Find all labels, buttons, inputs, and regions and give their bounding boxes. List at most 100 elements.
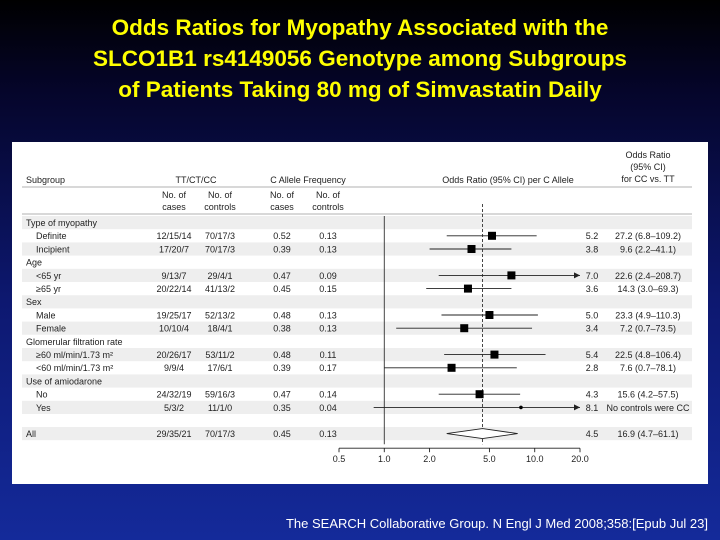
c-allele-freq-cases: 0.45 — [273, 429, 291, 439]
header-subgroup: Subgroup — [26, 175, 65, 185]
header-sub-controls-3-line2: controls — [312, 202, 344, 212]
or-per-c-allele-value: 8.1 — [586, 403, 599, 413]
ttctcc-controls: 18/4/1 — [207, 324, 232, 334]
or-cc-vs-tt-value: 23.3 (4.9–110.3) — [615, 310, 680, 320]
or-cc-vs-tt-value: 7.2 (0.7–73.5) — [620, 324, 676, 334]
or-cc-vs-tt-value: 9.6 (2.2–41.1) — [620, 244, 676, 254]
row-band — [22, 374, 692, 388]
row-band — [22, 268, 692, 282]
c-allele-freq-cases: 0.48 — [273, 350, 291, 360]
c-allele-freq-cases: 0.39 — [273, 244, 291, 254]
x-axis-tick-label: 20.0 — [571, 454, 589, 464]
row-band — [22, 242, 692, 256]
or-per-c-allele-value: 3.8 — [586, 244, 599, 254]
c-allele-freq-controls: 0.15 — [319, 284, 337, 294]
ttctcc-cases: 10/10/4 — [159, 324, 189, 334]
point-estimate-square — [447, 363, 456, 372]
or-per-c-allele-value: 5.4 — [586, 350, 599, 360]
header-sub-cases-0-line2: cases — [162, 202, 186, 212]
ttctcc-cases: 20/26/17 — [156, 350, 191, 360]
header-sub-controls-1-line2: controls — [204, 202, 236, 212]
header-sub-cases-2-line1: No. of — [270, 190, 295, 200]
ttctcc-controls: 17/6/1 — [207, 363, 232, 373]
ttctcc-controls: 52/13/2 — [205, 310, 235, 320]
row-band — [22, 216, 692, 230]
subgroup-label: Female — [36, 324, 66, 334]
c-allele-freq-controls: 0.04 — [319, 403, 337, 413]
title-line-1: Odds Ratios for Myopathy Associated with… — [111, 15, 609, 40]
subgroup-label: <65 yr — [36, 271, 61, 281]
c-allele-freq-controls: 0.13 — [319, 310, 337, 320]
or-per-c-allele-value: 3.6 — [586, 284, 599, 294]
title-line-3: of Patients Taking 80 mg of Simvastatin … — [118, 77, 602, 102]
title-line-2: SLCO1B1 rs4149056 Genotype among Subgrou… — [93, 46, 627, 71]
pooled-diamond — [446, 428, 518, 440]
point-estimate-square — [507, 271, 516, 280]
ttctcc-cases: 12/15/14 — [156, 231, 191, 241]
header-or-cc-tt-line2: (95% CI) — [630, 162, 666, 172]
header-ttctcc: TT/CT/CC — [176, 175, 217, 185]
c-allele-freq-controls: 0.14 — [319, 390, 337, 400]
c-allele-freq-cases: 0.47 — [273, 390, 291, 400]
forest-plot: Subgroup TT/CT/CC C Allele Frequency Odds R… — [22, 150, 692, 464]
x-axis-tick-label: 0.5 — [333, 454, 346, 464]
or-cc-vs-tt-value: 22.6 (2.4–208.7) — [615, 271, 681, 281]
row-band — [22, 295, 692, 309]
header-sub-cases-0-line1: No. of — [162, 190, 187, 200]
x-axis-tick-label: 1.0 — [378, 454, 391, 464]
ttctcc-controls: 53/11/2 — [205, 350, 234, 360]
x-axis-tick-label: 10.0 — [526, 454, 544, 464]
slide-title: Odds Ratios for Myopathy Associated with… — [0, 12, 720, 105]
ci-arrow — [574, 404, 580, 411]
group-label: Age — [26, 258, 42, 268]
or-cc-vs-tt-value: 27.2 (6.8–109.2) — [615, 231, 681, 241]
or-per-c-allele-value: 3.4 — [586, 324, 599, 334]
or-cc-vs-tt-value: 7.6 (0.7–78.1) — [620, 363, 676, 373]
subgroup-label: ≥65 yr — [36, 284, 61, 294]
ttctcc-cases: 19/25/17 — [156, 310, 191, 320]
x-axis-tick-label: 5.0 — [483, 454, 496, 464]
c-allele-freq-cases: 0.39 — [273, 363, 291, 373]
row-band — [22, 348, 692, 362]
c-allele-freq-cases: 0.52 — [273, 231, 291, 241]
point-estimate-square — [490, 350, 499, 359]
point-estimate-dot — [519, 405, 523, 410]
x-axis-tick-label: 2.0 — [423, 454, 436, 464]
ttctcc-cases: 24/32/19 — [156, 390, 191, 400]
or-per-c-allele-value: 4.3 — [586, 390, 599, 400]
c-allele-freq-cases: 0.47 — [273, 271, 291, 281]
ttctcc-cases: 20/22/14 — [156, 284, 191, 294]
row-band — [22, 321, 692, 335]
c-allele-freq-controls: 0.13 — [319, 244, 337, 254]
subgroup-label: ≥60 ml/min/1.73 m² — [36, 350, 113, 360]
c-allele-freq-controls: 0.09 — [319, 271, 337, 281]
group-label: Use of amiodarone — [26, 376, 102, 386]
ttctcc-controls: 41/13/2 — [205, 284, 235, 294]
ci-arrow — [574, 272, 580, 279]
group-label: Glomerular filtration rate — [26, 337, 123, 347]
or-per-c-allele-value: 5.2 — [586, 231, 599, 241]
c-allele-freq-cases: 0.38 — [273, 324, 291, 334]
header-or-cc-tt-line3: for CC vs. TT — [621, 174, 675, 184]
or-per-c-allele-value: 2.8 — [586, 363, 599, 373]
point-estimate-square — [475, 390, 484, 399]
ttctcc-controls: 59/16/3 — [205, 390, 235, 400]
c-allele-freq-controls: 0.13 — [319, 324, 337, 334]
c-allele-freq-controls: 0.13 — [319, 429, 337, 439]
forest-plot-panel: Subgroup TT/CT/CC C Allele Frequency Odds R… — [12, 142, 708, 484]
row-band — [22, 400, 692, 414]
or-cc-vs-tt-value: No controls were CC — [606, 403, 690, 413]
subgroup-label: <60 ml/min/1.73 m² — [36, 363, 113, 373]
group-label: Sex — [26, 297, 42, 307]
c-allele-freq-cases: 0.48 — [273, 310, 291, 320]
ttctcc-cases: 5/3/2 — [164, 403, 184, 413]
or-cc-vs-tt-value: 15.6 (4.2–57.5) — [617, 390, 678, 400]
or-cc-vs-tt-value: 14.3 (3.0–69.3) — [617, 284, 678, 294]
header-sub-controls-1-line1: No. of — [208, 190, 233, 200]
c-allele-freq-cases: 0.45 — [273, 284, 291, 294]
header-or-cc-tt-line1: Odds Ratio — [625, 150, 670, 160]
ttctcc-controls: 29/4/1 — [207, 271, 232, 281]
citation: The SEARCH Collaborative Group. N Engl J… — [285, 516, 708, 531]
c-allele-freq-cases: 0.35 — [273, 403, 291, 413]
or-cc-vs-tt-value: 22.5 (4.8–106.4) — [615, 350, 681, 360]
